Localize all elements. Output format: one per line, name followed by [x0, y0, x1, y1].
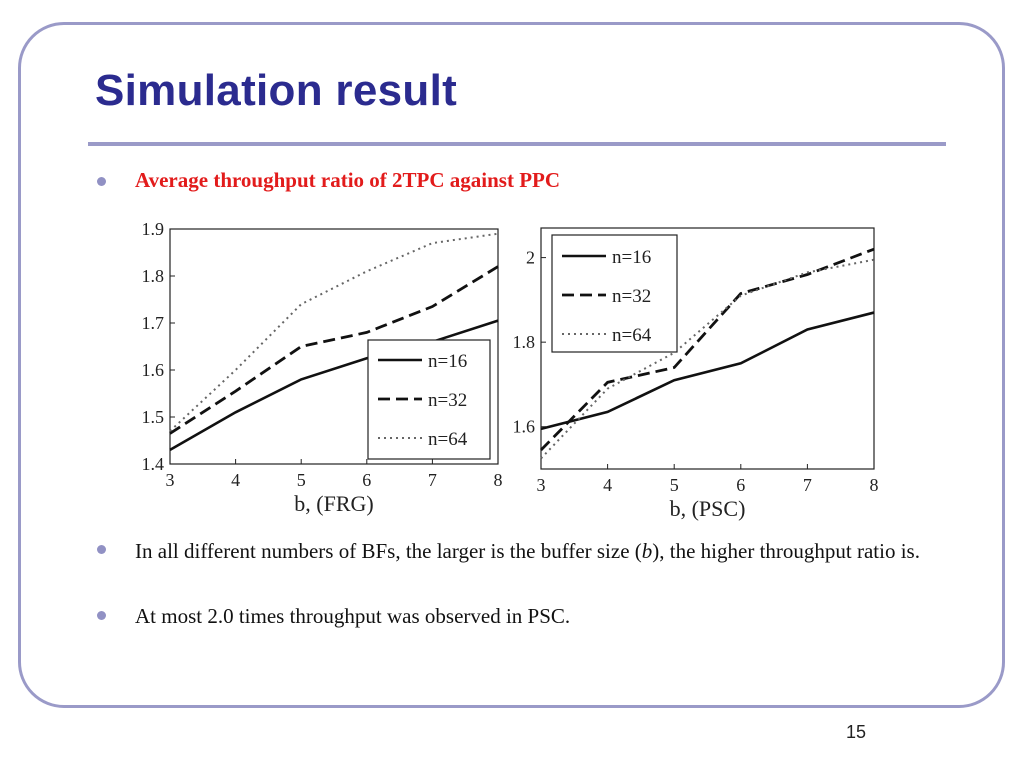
x-tick-label: 8 — [494, 470, 503, 490]
x-tick-label: 6 — [736, 475, 745, 495]
y-tick-label: 1.6 — [513, 417, 536, 437]
legend-label-n-32: n=32 — [612, 286, 651, 307]
bullet-variable: b — [641, 539, 653, 563]
x-tick-label: 7 — [803, 475, 812, 495]
series-line-n-16 — [169, 319, 499, 452]
x-tick-label: 3 — [537, 475, 546, 495]
x-tick-label: 4 — [231, 470, 240, 490]
bullet-text-before: In all different numbers of BFs, the lar… — [135, 539, 642, 563]
chart-caption: Average throughput ratio of 2TPC against… — [135, 168, 561, 192]
legend-box — [551, 234, 678, 353]
bullet-buffer-size: In all different numbers of BFs, the lar… — [135, 536, 935, 566]
x-axis-label: b, (FRG) — [294, 491, 373, 516]
series-line-n-16 — [540, 311, 875, 431]
y-tick-label: 1.7 — [142, 313, 165, 333]
x-tick-label: 5 — [670, 475, 679, 495]
slide-frame — [18, 22, 1005, 708]
title-divider — [88, 142, 946, 146]
bullet-icon — [97, 545, 106, 554]
bullet-icon — [97, 611, 106, 620]
x-tick-label: 7 — [428, 470, 437, 490]
psc-throughput-chart: 1.6 1.8 2 3 4 5 6 7 8 b, (PSC) n=16 n=32 n=64 — [513, 227, 879, 521]
bullet-max-throughput: At most 2.0 times throughput was observe… — [135, 604, 571, 628]
series-line-n-32 — [540, 247, 875, 451]
bullet-text-after: ), the higher throughput ratio is. — [652, 539, 920, 563]
legend-label-n-16: n=16 — [428, 351, 467, 372]
frg-throughput-chart: 1.4 1.5 1.6 1.7 1.8 1.9 3 4 5 6 7 8 b, (FRG) n=16 n=32… — [142, 219, 503, 516]
y-tick-label: 1.8 — [142, 266, 165, 286]
y-tick-label: 1.5 — [142, 407, 165, 427]
y-tick-label: 1.4 — [142, 454, 165, 474]
legend-label-n-64: n=64 — [612, 325, 652, 346]
x-tick-label: 3 — [166, 470, 175, 490]
y-tick-label: 2 — [526, 248, 535, 268]
series-line-n-32 — [169, 265, 499, 435]
x-tick-label: 6 — [362, 470, 371, 490]
legend-label-n-64: n=64 — [428, 429, 468, 450]
x-tick-label: 8 — [870, 475, 879, 495]
legend-label-n-32: n=32 — [428, 390, 467, 411]
y-tick-label: 1.9 — [142, 219, 165, 239]
x-axis-label: b, (PSC) — [670, 496, 746, 521]
y-tick-label: 1.8 — [513, 332, 536, 352]
slide-title: Simulation result — [95, 66, 458, 115]
page-number: 15 — [846, 722, 867, 742]
bullet-icon — [97, 177, 106, 186]
legend-label-n-16: n=16 — [612, 247, 651, 268]
y-tick-label: 1.6 — [142, 360, 165, 380]
x-tick-label: 4 — [603, 475, 612, 495]
x-tick-label: 5 — [297, 470, 306, 490]
